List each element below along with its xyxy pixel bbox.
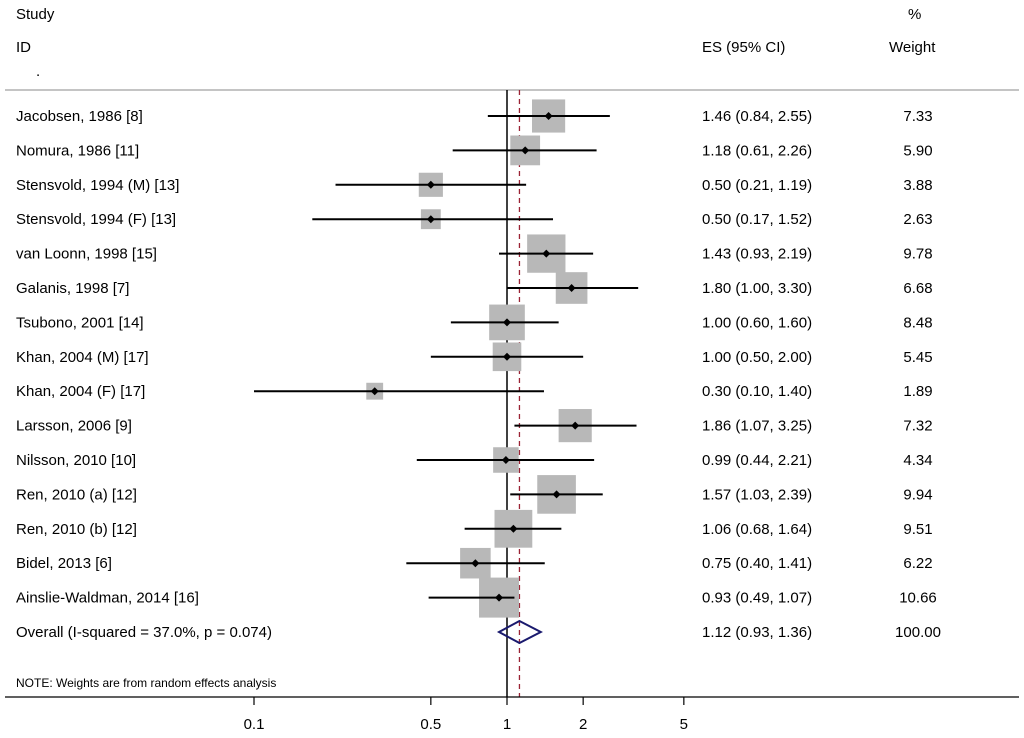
point-estimate bbox=[495, 593, 504, 602]
point-estimate bbox=[501, 456, 510, 464]
point-estimate bbox=[426, 180, 435, 189]
x-tick-label: 2 bbox=[579, 716, 587, 733]
point-estimate bbox=[503, 352, 511, 361]
study-label: Khan, 2004 (M) [17] bbox=[16, 349, 149, 366]
weight-value: 5.45 bbox=[903, 349, 932, 366]
header-percent: % bbox=[908, 6, 922, 23]
overall-diamond bbox=[496, 619, 543, 645]
weight-value: 8.48 bbox=[903, 314, 932, 331]
es-ci-value: 0.50 (0.17, 1.52) bbox=[702, 211, 812, 228]
point-estimate bbox=[521, 146, 530, 155]
es-ci-value: 0.50 (0.21, 1.19) bbox=[702, 177, 812, 194]
es-ci-value: 1.57 (1.03, 2.39) bbox=[702, 486, 812, 503]
weight-value: 9.51 bbox=[903, 521, 932, 538]
es-ci-value: 1.46 (0.84, 2.55) bbox=[702, 108, 812, 125]
study-label: van Loonn, 1998 [15] bbox=[16, 246, 157, 263]
weight-value: 5.90 bbox=[903, 142, 932, 159]
overall-weight-value: 100.00 bbox=[895, 624, 941, 641]
study-label: Ren, 2010 (a) [12] bbox=[16, 486, 137, 503]
es-ci-value: 1.18 (0.61, 2.26) bbox=[702, 142, 812, 159]
study-label: Nomura, 1986 [11] bbox=[16, 142, 139, 159]
es-ci-value: 0.75 (0.40, 1.41) bbox=[702, 555, 812, 572]
es-ci-value: 1.00 (0.50, 2.00) bbox=[702, 349, 812, 366]
weight-value: 3.88 bbox=[903, 177, 932, 194]
study-label: Larsson, 2006 [9] bbox=[16, 418, 132, 435]
overall-es-ci-value: 1.12 (0.93, 1.36) bbox=[702, 624, 812, 641]
study-label: Ainslie-Waldman, 2014 [16] bbox=[16, 590, 199, 607]
weight-value: 7.33 bbox=[903, 108, 932, 125]
study-label: Stensvold, 1994 (M) [13] bbox=[16, 177, 179, 194]
x-tick-label: 5 bbox=[680, 716, 688, 733]
point-estimate bbox=[544, 112, 553, 120]
study-label: Stensvold, 1994 (F) [13] bbox=[16, 211, 176, 228]
weight-value: 6.68 bbox=[903, 280, 932, 297]
header-study: Study bbox=[16, 6, 55, 23]
header-weight: Weight bbox=[889, 39, 936, 56]
es-ci-value: 1.00 (0.60, 1.60) bbox=[702, 314, 812, 331]
es-ci-value: 1.43 (0.93, 2.19) bbox=[702, 246, 812, 263]
es-ci-value: 0.30 (0.10, 1.40) bbox=[702, 383, 812, 400]
header-es: ES (95% CI) bbox=[702, 39, 786, 56]
weight-value: 9.78 bbox=[903, 246, 932, 263]
es-ci-value: 0.99 (0.44, 2.21) bbox=[702, 452, 812, 469]
study-label: Galanis, 1998 [7] bbox=[16, 280, 129, 297]
point-estimate bbox=[370, 387, 379, 396]
es-ci-value: 0.93 (0.49, 1.07) bbox=[702, 590, 812, 607]
weight-value: 9.94 bbox=[903, 486, 932, 503]
study-label: Jacobsen, 1986 [8] bbox=[16, 108, 143, 125]
es-ci-value: 1.06 (0.68, 1.64) bbox=[702, 521, 812, 538]
es-ci-value: 1.80 (1.00, 3.30) bbox=[702, 280, 812, 297]
point-estimate bbox=[509, 524, 518, 533]
study-label: Khan, 2004 (F) [17] bbox=[16, 383, 145, 400]
weight-value: 7.32 bbox=[903, 418, 932, 435]
x-tick-label: 0.1 bbox=[244, 716, 265, 733]
study-label: Nilsson, 2010 [10] bbox=[16, 452, 136, 469]
point-estimate bbox=[426, 215, 435, 224]
es-ci-value: 1.86 (1.07, 3.25) bbox=[702, 418, 812, 435]
x-tick-label: 1 bbox=[503, 716, 511, 733]
point-estimate bbox=[542, 249, 551, 258]
analysis-note: NOTE: Weights are from random effects an… bbox=[16, 676, 276, 690]
study-label: Bidel, 2013 [6] bbox=[16, 555, 112, 572]
study-label: Tsubono, 2001 [14] bbox=[16, 314, 144, 331]
point-estimate bbox=[471, 559, 480, 568]
point-estimate bbox=[571, 421, 580, 430]
weight-value: 1.89 bbox=[903, 383, 932, 400]
x-tick-label: 0.5 bbox=[420, 716, 441, 733]
weight-value: 6.22 bbox=[903, 555, 932, 572]
header-id: ID bbox=[16, 39, 31, 56]
header-dot: . bbox=[36, 63, 40, 80]
overall-label: Overall (I-squared = 37.0%, p = 0.074) bbox=[16, 624, 272, 641]
weight-value: 4.34 bbox=[903, 452, 932, 469]
weight-value: 10.66 bbox=[899, 590, 937, 607]
study-label: Ren, 2010 (b) [12] bbox=[16, 521, 137, 538]
point-estimate bbox=[503, 318, 511, 327]
weight-value: 2.63 bbox=[903, 211, 932, 228]
point-estimate bbox=[552, 490, 561, 499]
point-estimate bbox=[567, 284, 576, 292]
